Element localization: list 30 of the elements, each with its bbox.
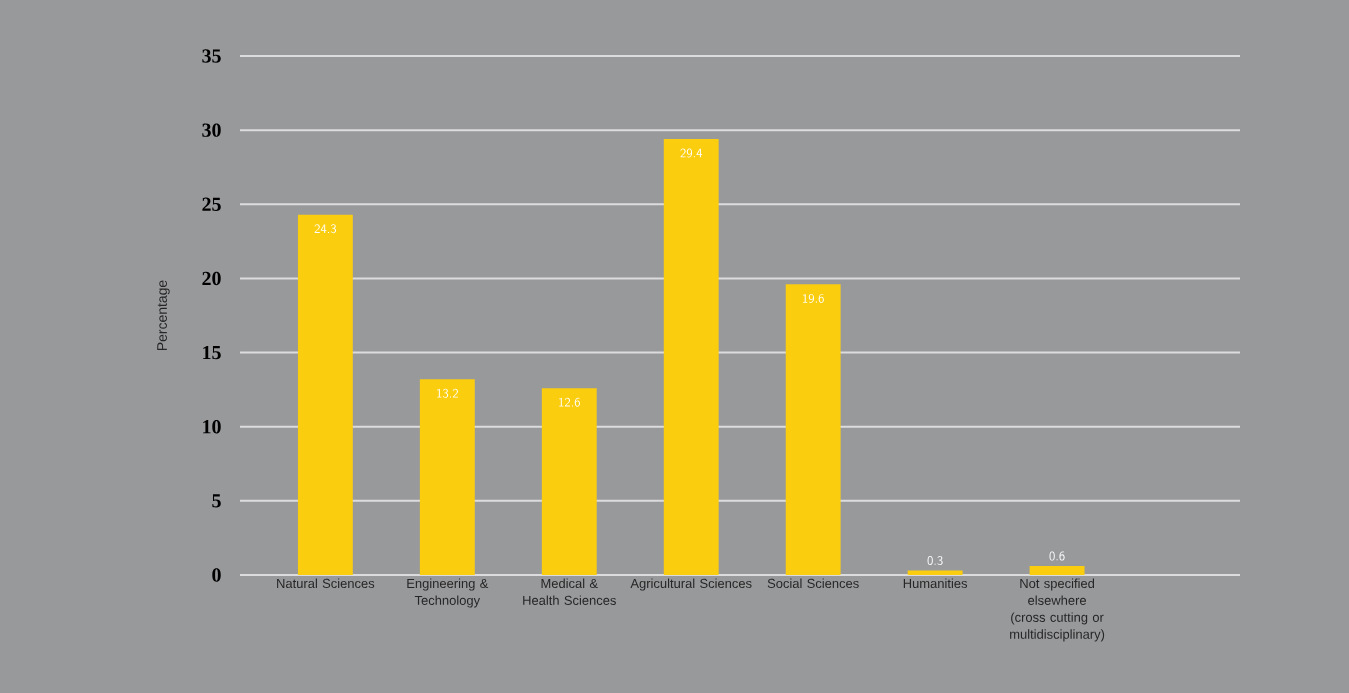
y-tick-label: 0 xyxy=(212,568,221,582)
x-tick-label: Engineering & Technology xyxy=(407,578,489,608)
y-tick-label: 25 xyxy=(202,197,221,211)
data-label: 19.6 xyxy=(803,293,824,303)
data-label: 24.3 xyxy=(314,224,337,234)
y-tick-label: 10 xyxy=(203,419,221,434)
bar xyxy=(907,570,963,575)
y-tick-label: 20 xyxy=(202,271,221,286)
bar xyxy=(297,214,353,575)
data-label: 0.3 xyxy=(927,556,943,566)
data-label: 29.4 xyxy=(680,148,703,158)
y-axis-title: Percentage xyxy=(157,280,170,351)
x-tick-label: Social Sciences xyxy=(767,578,859,589)
data-label: 0.6 xyxy=(1049,551,1065,561)
y-tick-label: 15 xyxy=(203,345,221,360)
data-label: 13.2 xyxy=(437,388,458,398)
y-tick-label: 35 xyxy=(202,49,221,63)
x-tick-label: Humanities xyxy=(903,578,968,589)
data-label: 12.6 xyxy=(559,397,581,407)
bar xyxy=(419,379,475,575)
x-tick-label: Medical & Health Sciences xyxy=(523,578,616,605)
bar xyxy=(541,388,597,575)
bar xyxy=(663,139,719,575)
x-tick-label: Natural Sciences xyxy=(277,578,375,589)
bar xyxy=(785,284,841,575)
bar xyxy=(1029,566,1085,575)
x-tick-label: Agricultural Sciences xyxy=(630,578,752,591)
y-tick-label: 5 xyxy=(212,494,221,508)
x-tick-label: Not specified elsewhere (cross cutting or multidisciplinary) xyxy=(1010,578,1105,642)
y-tick-label: 30 xyxy=(202,123,221,137)
